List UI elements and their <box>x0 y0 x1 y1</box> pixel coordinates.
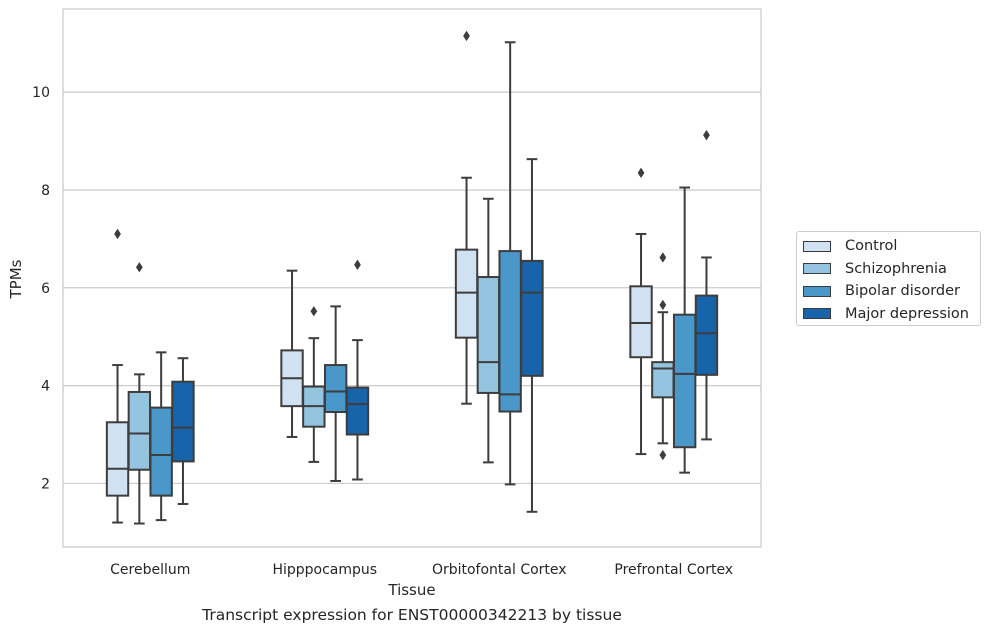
y-tick-label: 8 <box>41 183 50 199</box>
x-tick-label: Hipppocampus <box>272 562 377 578</box>
chart-caption: Transcript expression for ENST0000034221… <box>202 606 622 624</box>
y-tick-label: 2 <box>41 476 50 492</box>
legend-label: Control <box>845 238 898 255</box>
box-iqr <box>171 380 195 463</box>
box-control <box>629 167 653 456</box>
legend-swatch <box>803 240 831 252</box>
box-iqr <box>694 294 719 376</box>
x-tick-label: Orbitofontal Cortex <box>432 562 567 578</box>
box-iqr <box>127 390 152 471</box>
box-iqr <box>323 364 348 414</box>
box-major-depression <box>171 357 195 505</box>
x-tick-labels: Cerebellum Hipppocampus Orbitofontal Corte… <box>110 562 733 578</box>
outlier-point <box>703 130 710 141</box>
outlier-point <box>637 167 645 179</box>
outlier-point <box>659 449 667 461</box>
y-tick-labels: 2 4 6 8 10 <box>32 85 50 492</box>
box-iqr <box>105 421 130 497</box>
box-control <box>105 228 130 524</box>
y-axis-label: TPMs <box>7 259 25 299</box>
box-major-depression <box>345 259 370 481</box>
legend-swatch <box>803 285 831 297</box>
box-schizophrenia <box>476 197 501 464</box>
legend-label: Bipolar disorder <box>845 283 960 300</box>
plot-area-frame <box>62 8 762 548</box>
outlier-point <box>354 259 361 270</box>
box-iqr <box>476 276 501 394</box>
box-iqr <box>629 285 653 359</box>
x-axis-label: Tissue <box>387 581 435 599</box>
box-major-depression <box>694 130 719 441</box>
box-iqr <box>498 250 522 413</box>
x-tick-label: Cerebellum <box>110 562 190 578</box>
outlier-point <box>659 252 667 263</box>
legend-swatch <box>803 308 831 320</box>
box-iqr <box>520 259 544 377</box>
outlier-point <box>659 299 667 311</box>
outlier-point <box>310 306 318 317</box>
outlier-point <box>135 262 143 273</box>
box-iqr <box>651 361 675 399</box>
y-tick-label: 4 <box>41 379 50 395</box>
legend: Control Schizophrenia Bipolar disorder Majo… <box>796 231 981 326</box>
legend-swatch <box>803 263 831 275</box>
x-tick-label: Prefrontal Cortex <box>614 562 733 578</box>
box-iqr <box>149 406 173 497</box>
box-series <box>105 30 719 525</box>
outlier-point <box>114 228 121 240</box>
legend-item: Schizophrenia <box>803 258 980 281</box>
y-tick-label: 6 <box>41 281 50 297</box>
box-major-depression <box>520 158 544 513</box>
box-iqr <box>672 313 697 449</box>
box-bipolar-disorder <box>498 41 522 486</box>
y-tick-label: 10 <box>32 85 50 101</box>
box-schizophrenia <box>302 306 326 463</box>
box-schizophrenia <box>127 262 152 525</box>
outlier-point <box>463 30 470 42</box>
box-bipolar-disorder <box>149 351 173 522</box>
legend-item: Bipolar disorder <box>803 280 980 303</box>
box-control <box>454 30 479 405</box>
box-schizophrenia <box>651 252 675 461</box>
box-bipolar-disorder <box>323 305 348 482</box>
legend-item: Major depression <box>803 303 980 326</box>
legend-label: Major depression <box>845 305 969 322</box>
legend-label: Schizophrenia <box>845 260 947 277</box>
box-bipolar-disorder <box>672 186 697 474</box>
box-iqr <box>345 386 370 436</box>
legend-item: Control <box>803 235 980 258</box>
box-control <box>280 269 304 438</box>
